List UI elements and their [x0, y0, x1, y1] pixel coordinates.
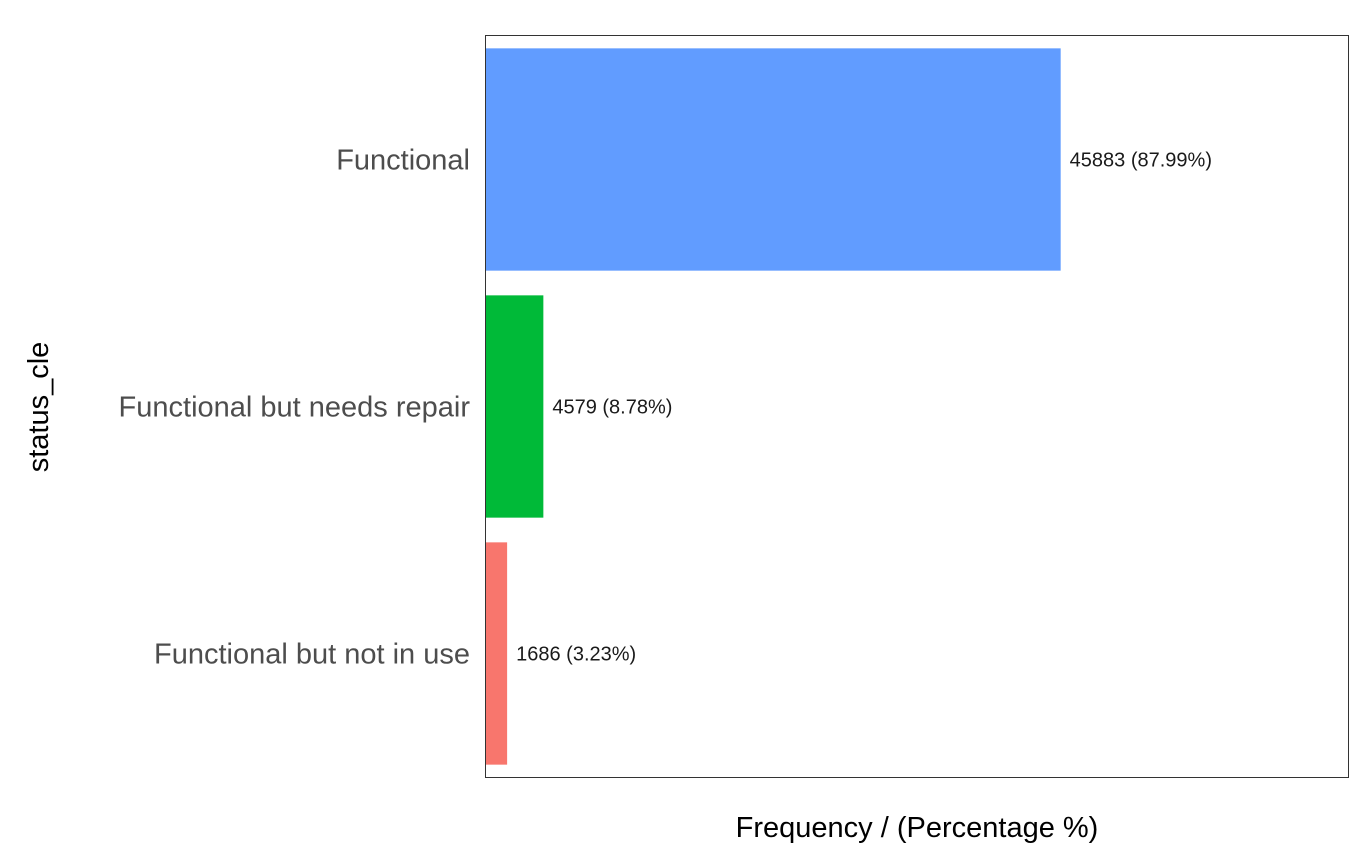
- bar-value-label: 4579 (8.78%): [552, 397, 672, 419]
- y-axis-title: status_cle: [23, 342, 55, 473]
- bar-value-label: 1686 (3.23%): [516, 644, 636, 666]
- category-tick-label: Functional but not in use: [154, 639, 470, 671]
- plot-panel-border: [485, 35, 1349, 778]
- category-tick-label: Functional but needs repair: [119, 392, 471, 424]
- bar: [486, 48, 1061, 271]
- bar: [486, 295, 544, 518]
- bars: [486, 48, 1061, 765]
- value-labels: 45883 (87.99%) 4579 (8.78%) 1686 (3.23%): [516, 150, 1212, 666]
- bar: [486, 542, 508, 765]
- x-axis-title: Frequency / (Percentage %): [736, 812, 1099, 844]
- bar-value-label: 45883 (87.99%): [1070, 150, 1212, 172]
- category-tick-label: Functional: [336, 145, 470, 177]
- category-labels: Functional Functional but needs repair Fun…: [119, 145, 471, 671]
